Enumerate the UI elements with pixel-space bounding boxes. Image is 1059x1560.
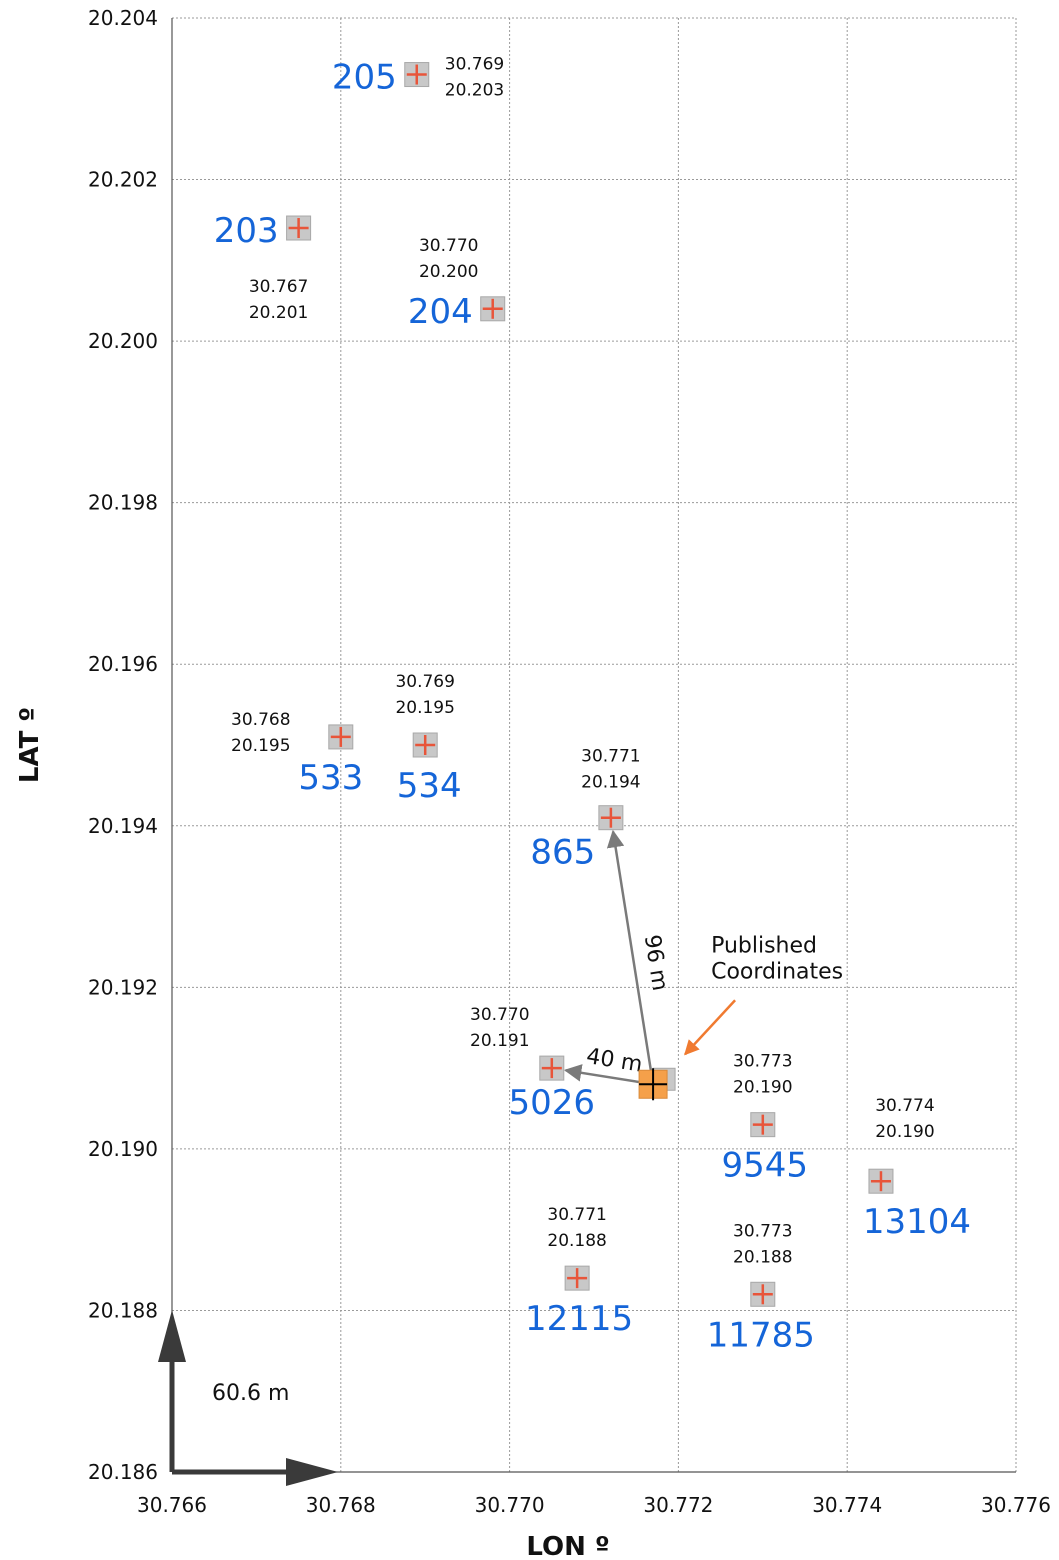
station-id-label: 204	[408, 292, 473, 332]
x-axis-title: LON º	[526, 1532, 609, 1560]
y-tick-label: 20.202	[88, 168, 158, 192]
coord-lon-label: 30.771	[581, 747, 640, 767]
coord-lon-label: 30.770	[470, 1005, 529, 1025]
coord-lat-label: 20.190	[733, 1078, 792, 1098]
station-id-label: 13104	[863, 1202, 971, 1242]
scale-arrowhead-right	[286, 1458, 338, 1486]
y-tick-label: 20.192	[88, 975, 158, 999]
scale-arrowhead-up	[158, 1310, 186, 1362]
y-tick-label: 20.198	[88, 491, 158, 515]
distance-arrow-5026	[563, 1064, 654, 1086]
published-label-line1: Published	[711, 933, 817, 958]
coord-lon-label: 30.773	[733, 1052, 792, 1072]
coord-lon-label: 30.768	[231, 710, 290, 730]
coord-lat-label: 20.200	[419, 262, 478, 282]
station-id-label: 534	[397, 766, 462, 806]
station-marker-534: 534 30.769 20.195	[395, 672, 461, 806]
station-id-label: 12115	[525, 1299, 633, 1339]
station-marker-203: 203 30.767 20.201	[214, 211, 312, 323]
coord-lon-label: 30.769	[395, 672, 454, 692]
y-tick-label: 20.196	[88, 652, 158, 676]
y-tick-label: 20.204	[88, 6, 158, 30]
coord-lat-label: 20.195	[231, 736, 290, 756]
published-pointer-arrow	[684, 999, 736, 1056]
y-tick-label: 20.200	[88, 329, 158, 353]
station-id-label: 203	[214, 211, 279, 251]
x-tick-label: 30.772	[643, 1493, 713, 1517]
coord-lon-label: 30.769	[445, 55, 504, 75]
station-id-label: 11785	[707, 1315, 815, 1355]
grid	[172, 17, 1017, 1472]
x-tick-label: 30.766	[137, 1493, 207, 1517]
published-label-line2: Coordinates	[711, 959, 843, 984]
coord-lat-label: 20.201	[249, 303, 308, 323]
coord-lon-label: 30.770	[419, 236, 478, 256]
station-marker-205: 205 30.769 20.203	[332, 55, 504, 101]
x-tick-label: 30.776	[981, 1493, 1051, 1517]
distance-label-865: 96 m	[639, 933, 673, 993]
station-id-label: 5026	[509, 1083, 596, 1123]
y-tick-label: 20.188	[88, 1298, 158, 1322]
coord-lat-label: 20.191	[470, 1031, 529, 1051]
station-marker-13104: 13104 30.774 20.190	[863, 1096, 971, 1242]
station-id-label: 9545	[722, 1146, 809, 1186]
station-id-label: 865	[530, 833, 595, 873]
station-marker-9545: 9545 30.773 20.190	[722, 1052, 809, 1186]
y-axis-title: LAT º	[15, 707, 45, 783]
coord-lat-label: 20.203	[445, 81, 504, 101]
x-tick-label: 30.774	[812, 1493, 882, 1517]
station-marker-533: 533 30.768 20.195	[231, 710, 363, 798]
distance-arrow-865	[606, 829, 655, 1085]
x-tick-label: 30.768	[306, 1493, 376, 1517]
x-tick-label: 30.770	[475, 1493, 545, 1517]
y-tick-label: 20.194	[88, 814, 158, 838]
coord-lon-label: 30.773	[733, 1221, 792, 1241]
coord-lat-label: 20.190	[875, 1122, 934, 1142]
station-id-label: 533	[298, 758, 363, 798]
station-marker-5026: 5026 30.770 20.191	[470, 1005, 595, 1123]
coord-lat-label: 20.194	[581, 773, 640, 793]
coord-lat-label: 20.188	[733, 1247, 792, 1267]
station-marker-865: 865 30.771 20.194	[530, 747, 640, 873]
coord-lat-label: 20.188	[547, 1231, 606, 1251]
distance-label-5026: 40 m	[585, 1044, 645, 1078]
tick-labels: 30.766 30.768 30.770 30.772 30.774 30.776 20.1…	[88, 6, 1051, 1517]
scale-label: 60.6 m	[212, 1381, 289, 1406]
station-marker-204: 204 30.770 20.200	[408, 236, 506, 332]
y-tick-label: 20.186	[88, 1460, 158, 1484]
coord-lon-label: 30.767	[249, 277, 308, 297]
coord-lon-label: 30.771	[547, 1205, 606, 1225]
coord-lon-label: 30.774	[875, 1096, 934, 1116]
station-marker-12115: 12115 30.771 20.188	[525, 1205, 633, 1339]
station-id-label: 205	[332, 58, 397, 98]
coord-lat-label: 20.195	[395, 698, 454, 718]
y-tick-label: 20.190	[88, 1137, 158, 1161]
station-marker-11785: 11785 30.773 20.188	[707, 1221, 815, 1355]
scale-indicator: 60.6 m	[158, 1310, 338, 1486]
